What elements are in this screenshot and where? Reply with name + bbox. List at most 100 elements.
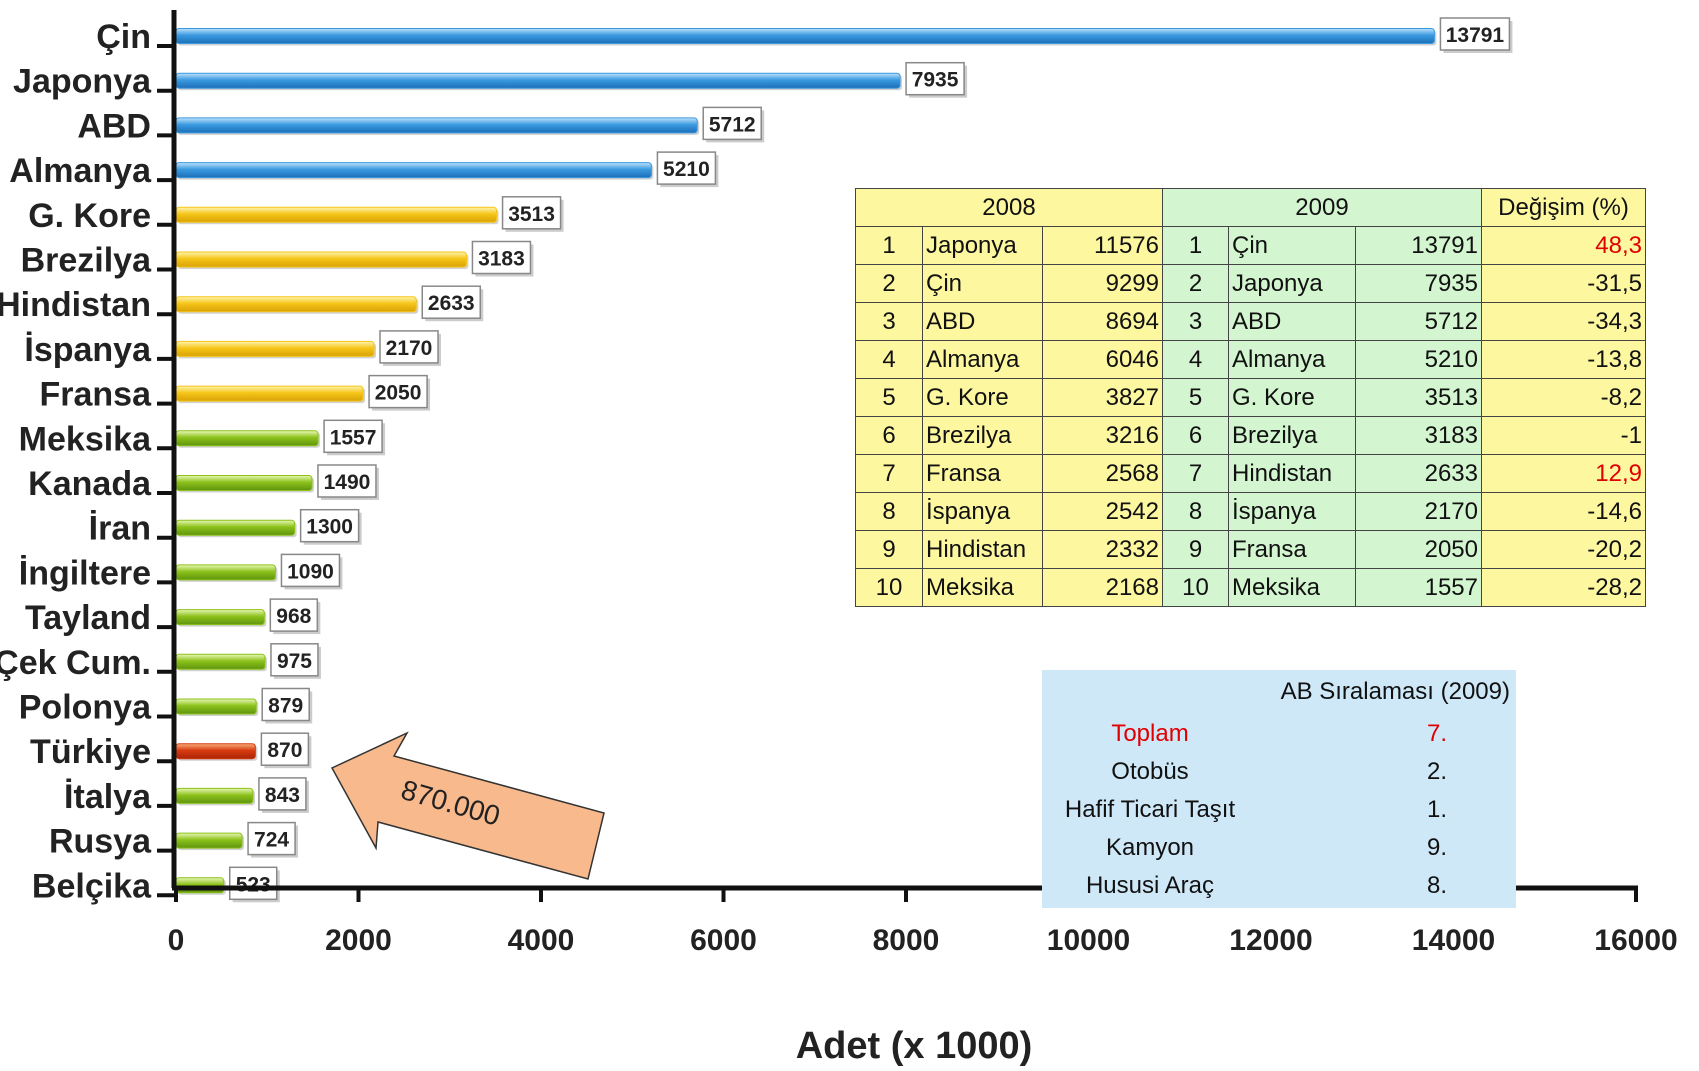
- value-2009: 7935: [1355, 264, 1482, 303]
- value-label-box: [905, 61, 965, 96]
- value-label: 5712: [709, 113, 756, 136]
- category-label: Fransa: [40, 376, 153, 414]
- x-tick-label: 6000: [690, 924, 757, 957]
- ab-ranking-row: Toplam 7.: [1042, 714, 1516, 754]
- value-2009: 2170: [1355, 492, 1482, 531]
- bar: [175, 28, 1435, 44]
- table-row: 2 Çin 9299 2 Japonya 7935 -31,5: [855, 264, 1646, 303]
- rank-2008: 7: [855, 454, 923, 493]
- country-2009: Japonya: [1228, 264, 1356, 303]
- bar: [175, 162, 652, 179]
- value-label: 3183: [478, 248, 525, 271]
- category-label: Polonya: [19, 689, 152, 727]
- category-label: İspanya: [24, 331, 152, 369]
- change-percent: -28,2: [1481, 568, 1646, 607]
- value-label-box: [280, 553, 341, 588]
- rank-2009: 5: [1162, 378, 1229, 417]
- arrow-shape: [330, 731, 605, 880]
- table-row: 1 Japonya 11576 1 Çin 13791 48,3: [855, 226, 1646, 265]
- rank-2009: 3: [1162, 302, 1229, 341]
- value-label: 724: [254, 829, 289, 852]
- change-percent: 48,3: [1481, 226, 1646, 265]
- ab-ranking-row: Kamyon 9.: [1042, 828, 1516, 868]
- ab-ranking-value: 9.: [1426, 834, 1447, 861]
- category-label: Rusya: [49, 823, 152, 861]
- bar: [175, 72, 901, 89]
- value-label: 1490: [324, 471, 371, 494]
- table-row: 6 Brezilya 3216 6 Brezilya 3183 -1: [855, 416, 1646, 455]
- change-percent: -34,3: [1481, 302, 1646, 341]
- category-label: İran: [89, 510, 151, 548]
- value-label: 523: [236, 873, 271, 896]
- value-label-box: [269, 598, 319, 632]
- category-label: Brezilya: [21, 242, 152, 280]
- value-2009: 5712: [1355, 302, 1482, 341]
- category-label: ABD: [77, 107, 151, 145]
- category-label: İtalya: [64, 778, 152, 816]
- category-label: Meksika: [19, 420, 152, 458]
- ab-ranking-title: AB Sıralaması (2009): [1280, 678, 1510, 705]
- rank-2008: 1: [855, 226, 923, 265]
- value-2008: 11576: [1042, 226, 1163, 265]
- ab-ranking-row: Hususi Araç 8.: [1042, 866, 1516, 906]
- country-2009: Almanya: [1228, 340, 1356, 379]
- ab-ranking-value: 1.: [1426, 796, 1447, 823]
- value-label: 843: [265, 784, 300, 807]
- country-2008: Japonya: [922, 226, 1043, 265]
- category-label: Japonya: [13, 63, 152, 101]
- rank-2009: 10: [1162, 568, 1229, 607]
- change-percent: -8,2: [1481, 378, 1646, 417]
- value-label-box: [379, 330, 439, 364]
- ab-ranking-row: Hafif Ticari Taşıt 1.: [1042, 790, 1516, 830]
- value-2008: 9299: [1042, 264, 1163, 303]
- bar: [175, 832, 243, 849]
- value-2008: 6046: [1042, 340, 1163, 379]
- x-tick-label: 2000: [325, 924, 392, 957]
- value-2008: 2332: [1042, 530, 1163, 569]
- table-row: 5 G. Kore 3827 5 G. Kore 3513 -8,2: [855, 378, 1646, 417]
- rank-2008: 10: [855, 568, 923, 607]
- value-2008: 2568: [1042, 454, 1163, 493]
- bar: [175, 385, 364, 402]
- ab-ranking-row: Otobüs 2.: [1042, 752, 1516, 792]
- rank-2008: 2: [855, 264, 923, 303]
- value-label-box: [702, 106, 762, 141]
- category-label: İngiltere: [19, 554, 151, 592]
- change-percent: 12,9: [1481, 454, 1646, 493]
- value-label: 2633: [428, 292, 475, 315]
- ab-ranking-category: Kamyon: [1105, 834, 1195, 861]
- value-2009: 2633: [1355, 454, 1482, 493]
- bar: [175, 206, 498, 223]
- x-axis-title: Adet (x 1000): [796, 1025, 1033, 1067]
- ab-ranking-category: Hafif Ticari Taşıt: [1064, 796, 1236, 823]
- bar: [175, 609, 265, 626]
- category-label: Çin: [96, 18, 151, 56]
- table-row: 8 İspanya 2542 8 İspanya 2170 -14,6: [855, 492, 1646, 531]
- value-label-box: [258, 777, 307, 811]
- rank-2009: 1: [1162, 226, 1229, 265]
- rank-2008: 5: [855, 378, 923, 417]
- rank-2009: 8: [1162, 492, 1229, 531]
- ab-ranking-value: 7.: [1426, 720, 1447, 747]
- value-label: 3513: [508, 203, 555, 226]
- change-percent: -14,6: [1481, 492, 1646, 531]
- value-label-box: [317, 464, 377, 498]
- country-2008: Almanya: [922, 340, 1043, 379]
- table-row: 7 Fransa 2568 7 Hindistan 2633 12,9: [855, 454, 1646, 493]
- country-2009: İspanya: [1228, 492, 1356, 531]
- value-label-box: [471, 240, 532, 275]
- value-label-box: [501, 196, 562, 230]
- table-row: 4 Almanya 6046 4 Almanya 5210 -13,8: [855, 340, 1646, 379]
- category-label: Belçika: [32, 867, 152, 905]
- value-label-box: [247, 821, 296, 856]
- value-2008: 2542: [1042, 492, 1163, 531]
- value-label-box: [260, 732, 310, 766]
- value-2008: 3827: [1042, 378, 1163, 417]
- value-2008: 8694: [1042, 302, 1163, 341]
- category-label: Türkiye: [30, 733, 151, 771]
- value-label: 1300: [306, 516, 353, 539]
- change-percent: -1: [1481, 416, 1646, 455]
- category-label: Çek Cum.: [0, 644, 151, 682]
- country-2008: İspanya: [922, 492, 1043, 531]
